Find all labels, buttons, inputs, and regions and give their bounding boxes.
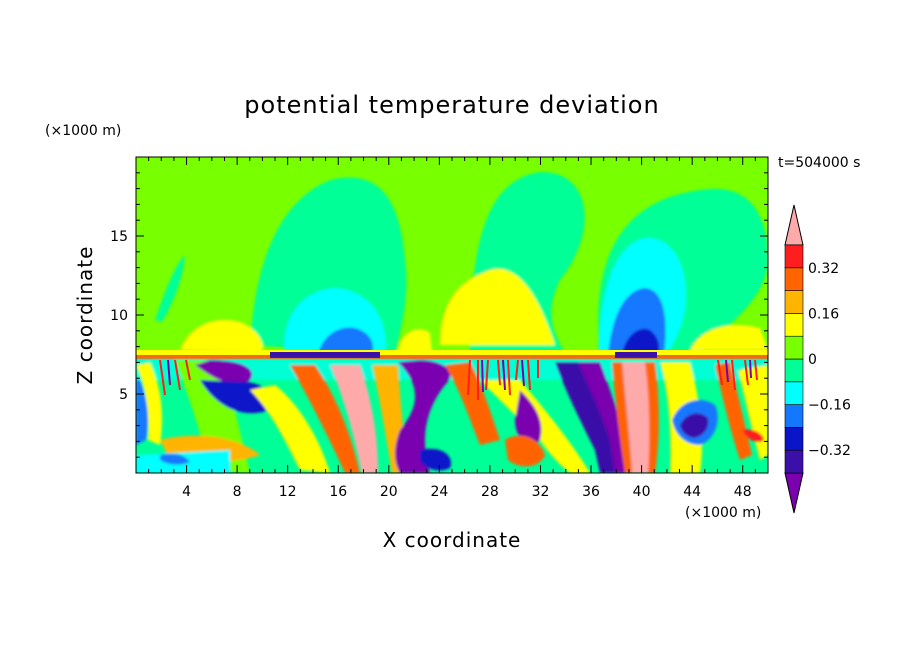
x-tick-label: 28 (481, 484, 499, 500)
x-tick-label: 20 (380, 484, 398, 500)
x-tick-label: 40 (633, 484, 651, 500)
x-tick-label: 36 (582, 484, 600, 500)
colorbar-swatch (784, 244, 804, 269)
y-tick-label: 10 (110, 308, 128, 324)
y-axis-label: Z coordinate (73, 246, 97, 385)
x-tick-label: 12 (279, 484, 297, 500)
chart-title: potential temperature deviation (244, 91, 659, 119)
colorbar: 0.32 0.16 0 −0.16 −0.32 (784, 204, 851, 514)
y-axis: 5 10 15 (110, 172, 768, 458)
x-tick-label: 4 (182, 484, 191, 500)
y-tick-label: 5 (119, 387, 128, 403)
colorbar-tick-label: 0.16 (808, 306, 839, 322)
contour-field (136, 157, 768, 473)
colorbar-swatch (784, 449, 804, 474)
y-tick-label: 15 (110, 229, 128, 245)
x-tick-label: 24 (430, 484, 448, 500)
x-tick-label: 44 (683, 484, 701, 500)
time-label: t=504000 s (778, 155, 860, 171)
colorbar-swatch (784, 267, 804, 291)
colorbar-tick-label: −0.32 (808, 443, 851, 459)
x-tick-label: 32 (532, 484, 550, 500)
colorbar-upper-arrow (784, 204, 804, 246)
colorbar-tick-label: −0.16 (808, 398, 851, 414)
colorbar-swatch (784, 335, 804, 360)
colorbar-swatch (784, 358, 804, 383)
x-axis-label: X coordinate (383, 528, 522, 552)
x-unit-label: (×1000 m) (685, 505, 761, 521)
x-tick-label: 16 (329, 484, 347, 500)
colorbar-lower-arrow (784, 472, 804, 514)
colorbar-tick-label: 0.32 (808, 261, 839, 277)
x-axis: 4 8 12 16 20 24 28 32 36 40 44 48 (148, 157, 756, 500)
colorbar-swatch (784, 290, 804, 314)
x-tick-label: 48 (734, 484, 752, 500)
colorbar-swatch (784, 404, 804, 428)
colorbar-swatch (784, 313, 804, 337)
colorbar-tick-label: 0 (808, 352, 817, 368)
colorbar-swatch (784, 381, 804, 405)
x-tick-label: 8 (233, 484, 242, 500)
colorbar-swatch (784, 427, 804, 451)
y-unit-label: (×1000 m) (45, 123, 121, 139)
